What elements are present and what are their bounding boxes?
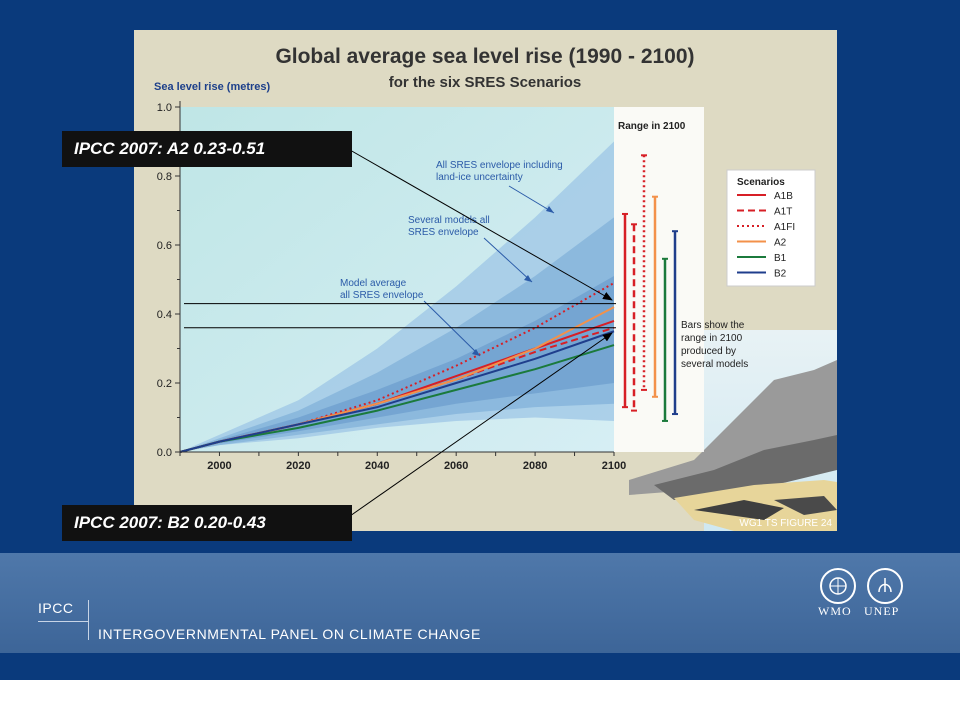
footer-bottom-strip [0,653,960,680]
annotation-several-line1: Several models all [408,215,490,226]
legend-label-a1t: A1T [774,207,792,218]
arrow-several [483,237,533,283]
legend-label-a2: A2 [774,238,787,249]
footer-divider-vertical [88,600,89,640]
legend-label-b2: B2 [774,269,787,280]
legend-label-a1b: A1B [774,191,793,202]
legend-label-a1fi: A1FI [774,222,795,233]
wmo-label: WMO [818,604,852,618]
y-tick-label: 0.4 [157,309,172,321]
sea-level-chart: 0.0 0.2 0.4 0.6 0.8 1.0 2000 2020 2040 2060 2080 21… [154,45,837,531]
arrowhead-model-avg [472,349,480,356]
arrowhead-several [524,275,532,282]
x-tick-label: 2020 [286,460,310,472]
y-axis-label: Sea level rise (metres) [154,81,271,93]
unep-logo-icon [867,568,903,604]
annotation-envelope-all-line1: All SRES envelope including [436,160,563,171]
x-tick-label: 2000 [207,460,231,472]
figure-panel: 0.0 0.2 0.4 0.6 0.8 1.0 2000 2020 2040 2060 2080 21… [134,30,837,531]
unep-label: UNEP [864,604,900,618]
y-tick-label: 1.0 [157,102,172,114]
footer-divider-horizontal [38,621,88,622]
ipcc-abbreviation: IPCC [38,600,74,616]
x-tick-label: 2080 [523,460,547,472]
callout-a2: IPCC 2007: A2 0.23-0.51 [62,131,352,167]
coast-pebbles [694,500,784,520]
envelope-group [180,141,614,452]
legend-box [726,169,816,287]
arrow-envelope-all [508,185,555,214]
range-title: Range in 2100 [618,121,686,132]
y-tick-label: 0.0 [157,447,172,459]
callout-overlay [184,149,616,517]
bars-note-line3: produced by [681,346,736,357]
arrow-model-avg [423,300,481,357]
footer-band [0,553,960,653]
figure-label: WG1 TS FIGURE 24 [739,518,832,529]
annotation-model-avg-line1: Model average [340,278,407,289]
series-group [179,282,615,453]
legend-title: Scenarios [737,177,785,188]
range-panel [614,107,704,452]
x-tick-label: 2100 [602,460,626,472]
chart-subtitle: for the six SRES Scenarios [389,74,582,91]
bars-note-line1: Bars show the [681,320,745,331]
callout-b2: IPCC 2007: B2 0.20-0.43 [62,505,352,541]
arrowhead-envelope-all [546,206,554,213]
wmo-logo-icon [820,568,856,604]
coast-pebbles-2 [774,496,837,515]
envelope-3 [180,276,614,452]
annotation-envelope-all-line2: land-ice uncertainty [436,172,523,183]
bars-note-line2: range in 2100 [681,333,743,344]
annotation-several-line2: SRES envelope [408,227,479,238]
y-tick-label: 0.6 [157,240,172,252]
ipcc-full-name: INTERGOVERNMENTAL PANEL ON CLIMATE CHANG… [98,626,481,642]
legend-entries: A1B A1T A1FI A2 B1 B2 [737,191,795,280]
bars-note-line4: several models [681,359,748,370]
coast-rock-dark [654,435,837,500]
series-line-b2 [179,330,615,453]
range-bars-group [622,154,678,422]
y-tick-label: 0.8 [157,171,172,183]
y-tick-label: 0.2 [157,378,172,390]
callout-b2-arrow [349,332,613,517]
legend-label-b1: B1 [774,253,787,264]
x-tick-label: 2040 [365,460,389,472]
x-tick-label: 2060 [444,460,468,472]
callout-a2-arrow [349,149,613,301]
annotation-model-avg-line2: all SRES envelope [340,290,424,301]
chart-title: Global average sea level rise (1990 - 21… [275,45,694,68]
